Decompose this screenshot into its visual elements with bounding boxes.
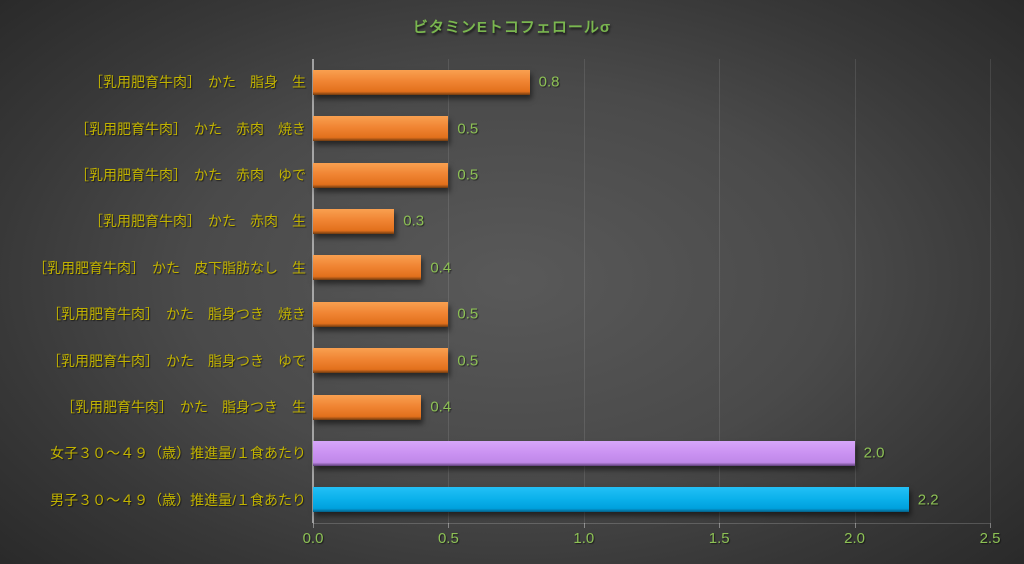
bar-orange <box>313 394 422 420</box>
x-axis-tick-label: 1.5 <box>708 530 730 547</box>
axis-tick <box>854 523 856 528</box>
axis-tick <box>448 523 450 528</box>
bar-orange <box>313 69 530 95</box>
data-label: 2.2 <box>917 491 939 509</box>
gridline <box>448 59 450 523</box>
x-axis-tick-label: 0.5 <box>437 530 459 547</box>
category-label: ［乳用肥育牛肉］ かた 脂身つき ゆで <box>47 352 306 369</box>
data-label: 0.5 <box>457 166 479 184</box>
axis-tick <box>583 523 585 528</box>
category-label: ［乳用肥育牛肉］ かた 赤肉 焼き <box>75 120 306 137</box>
bar-orange <box>313 348 449 374</box>
category-label: ［乳用肥育牛肉］ かた 脂身 生 <box>89 74 306 91</box>
x-axis-tick-label: 2.0 <box>844 530 866 547</box>
gridline <box>719 59 721 523</box>
axis-tick <box>719 523 721 528</box>
axis-tick <box>990 523 991 528</box>
bar-orange <box>313 255 422 281</box>
category-label: ［乳用肥育牛肉］ かた 赤肉 生 <box>89 213 306 230</box>
bar-orange <box>313 301 449 327</box>
category-label: ［乳用肥育牛肉］ かた 皮下脂肪なし 生 <box>33 259 306 276</box>
bar-orange <box>313 162 449 188</box>
x-axis-line <box>313 523 990 524</box>
data-label: 0.5 <box>457 120 479 138</box>
x-axis-tick-label: 2.5 <box>979 530 1001 547</box>
category-label: ［乳用肥育牛肉］ かた 脂身つき 焼き <box>47 306 306 323</box>
data-label: 0.3 <box>403 212 425 230</box>
y-axis-line <box>312 59 314 523</box>
gridline <box>990 59 991 523</box>
bar-orange <box>313 208 395 234</box>
x-axis-tick-label: 0.0 <box>302 530 324 547</box>
gridline <box>854 59 856 523</box>
data-label: 0.4 <box>430 398 452 416</box>
axis-tick <box>313 523 314 528</box>
data-label: 0.5 <box>457 352 479 370</box>
data-label: 0.5 <box>457 305 479 323</box>
category-label: 女子３０～４９（歳）推進量/１食あたり <box>50 445 306 462</box>
data-label: 0.4 <box>430 259 452 277</box>
bar-orange <box>313 116 449 142</box>
bar-blue <box>313 487 909 513</box>
chart-title: ビタミンEトコフェロールσ <box>412 19 612 36</box>
gridline <box>583 59 585 523</box>
category-label: ［乳用肥育牛肉］ かた 脂身つき 生 <box>61 399 306 415</box>
bar-purple <box>313 440 855 466</box>
x-axis-tick-label: 1.0 <box>573 530 595 547</box>
category-label: ［乳用肥育牛肉］ かた 赤肉 ゆで <box>75 167 306 183</box>
data-label: 2.0 <box>863 444 885 462</box>
category-label: 男子３０～４９（歳）推進量/１食あたり <box>50 491 306 508</box>
data-label: 0.8 <box>538 73 560 91</box>
